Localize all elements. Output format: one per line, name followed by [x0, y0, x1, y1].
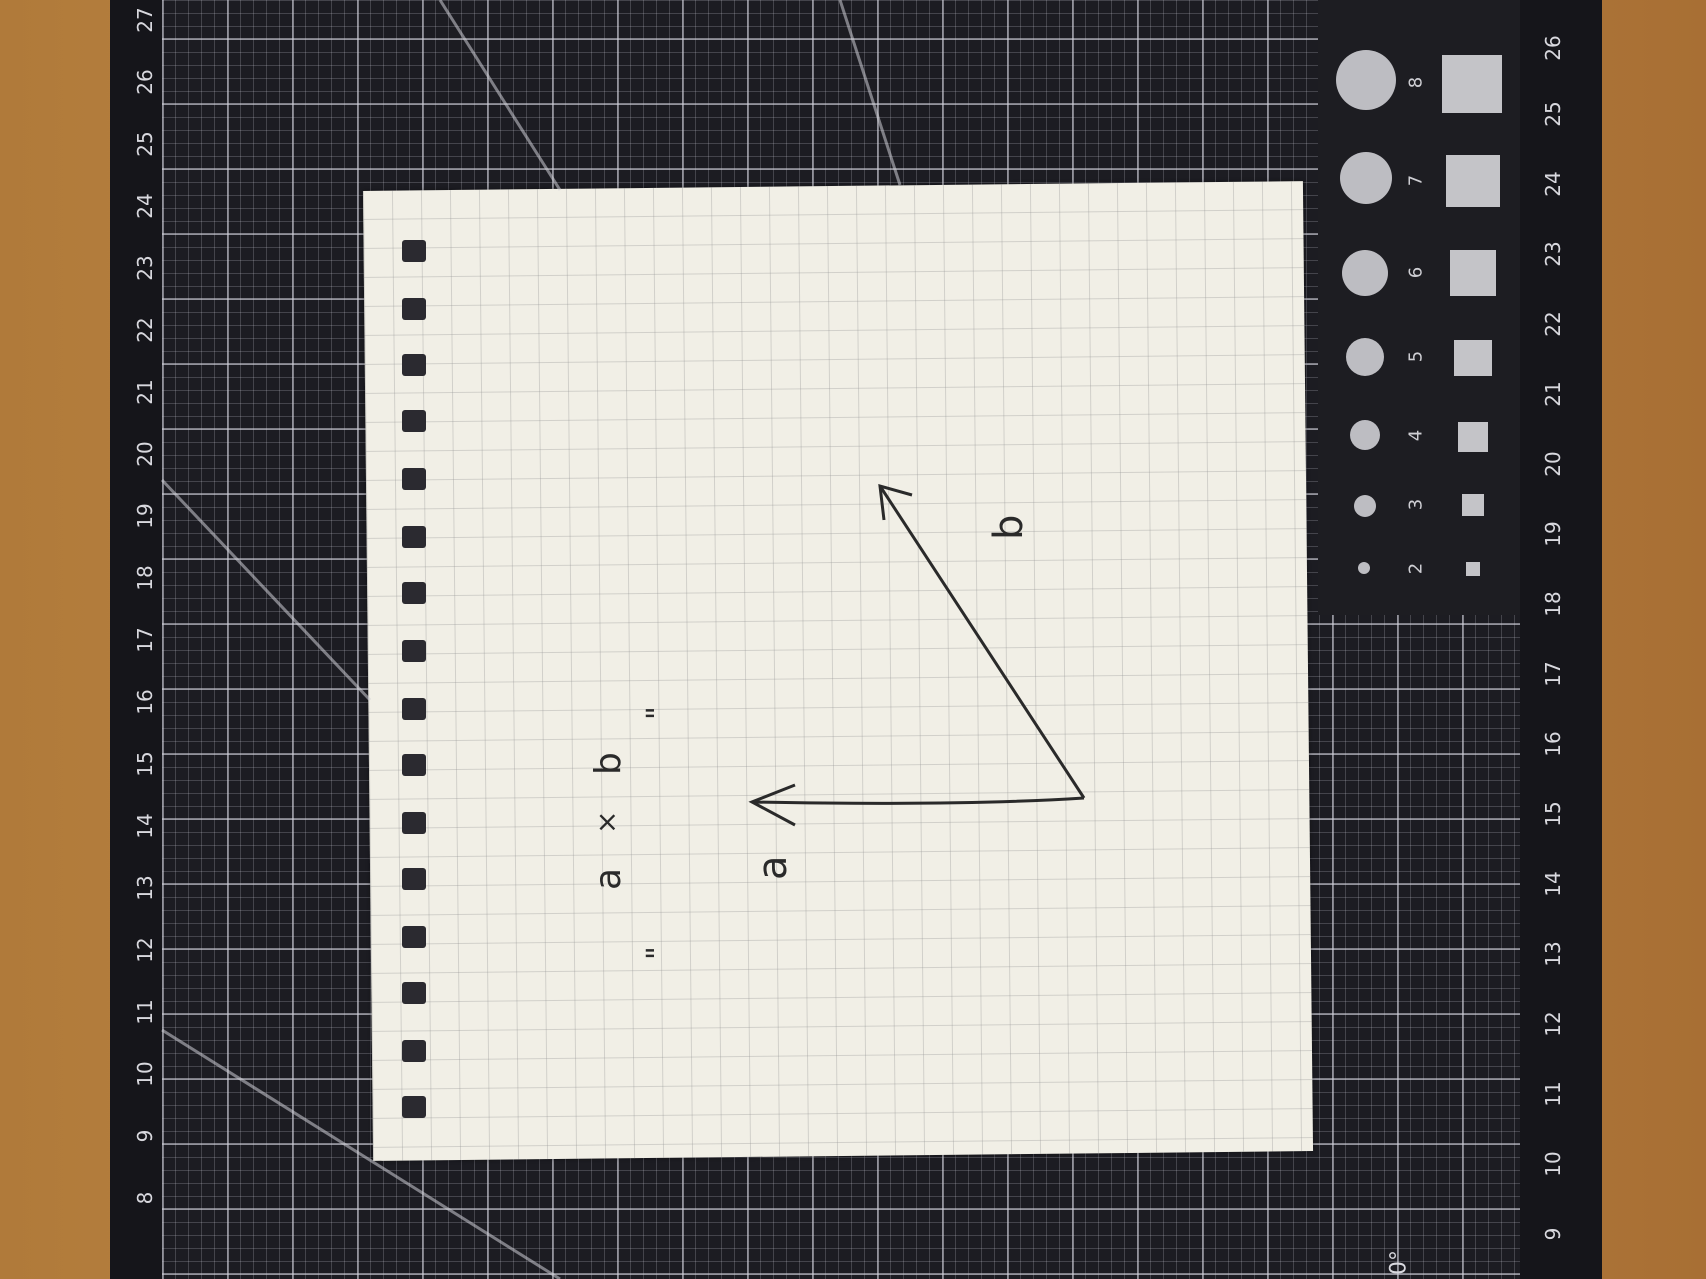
template-size-label: 4 — [1405, 429, 1427, 442]
square-hole — [1450, 250, 1496, 296]
ruler-number: 15 — [1541, 801, 1565, 827]
ruler-number: 9 — [133, 1129, 157, 1143]
binding-hole — [402, 354, 426, 376]
template-size-label: 7 — [1405, 174, 1427, 187]
ruler-number: 10 — [1541, 1151, 1565, 1177]
circle-hole — [1358, 562, 1370, 574]
binding-hole — [402, 698, 426, 720]
angle-label: 0° — [1386, 1250, 1412, 1275]
binding-hole — [402, 298, 426, 320]
binding-hole — [402, 410, 426, 432]
ruler-number: 17 — [133, 627, 157, 653]
square-hole — [1454, 340, 1492, 376]
binding-hole — [402, 812, 426, 834]
ruler-number: 24 — [1541, 171, 1565, 197]
template-size-label: 5 — [1405, 350, 1427, 363]
ruler-number: 26 — [133, 69, 157, 95]
ruler-number: 13 — [133, 875, 157, 901]
ruler-number: 13 — [1541, 941, 1565, 967]
binding-hole — [402, 868, 426, 890]
square-hole — [1466, 562, 1480, 576]
circle-hole — [1354, 495, 1376, 517]
binding-hole — [402, 754, 426, 776]
ruler-number: 12 — [1541, 1011, 1565, 1037]
ruler-number: 16 — [133, 689, 157, 715]
ruler-number: 21 — [1541, 381, 1565, 407]
ruler-number: 10 — [133, 1061, 157, 1087]
ruler-number: 25 — [1541, 101, 1565, 127]
binding-hole — [402, 582, 426, 604]
ruler-number: 16 — [1541, 731, 1565, 757]
ruler-number: 20 — [1541, 451, 1565, 477]
circle-hole — [1336, 50, 1396, 110]
ruler-number: 9 — [1541, 1227, 1565, 1241]
ruler-number: 14 — [133, 813, 157, 839]
ruler-number: 15 — [133, 751, 157, 777]
ruler-number: 11 — [1541, 1081, 1565, 1107]
square-hole — [1446, 155, 1500, 207]
binding-hole — [402, 1040, 426, 1062]
template-size-label: 3 — [1405, 498, 1427, 511]
ruler-number: 23 — [133, 255, 157, 281]
ruler-number: 21 — [133, 379, 157, 405]
binding-hole — [402, 640, 426, 662]
ruler-number: 8 — [133, 1191, 157, 1205]
template-size-label: 8 — [1405, 76, 1427, 89]
template-size-label: 6 — [1405, 266, 1427, 279]
binding-hole — [402, 926, 426, 948]
binding-hole — [402, 526, 426, 548]
ruler-number: 20 — [133, 441, 157, 467]
circle-hole — [1340, 152, 1392, 204]
square-hole — [1458, 422, 1488, 452]
ruler-number: 23 — [1541, 241, 1565, 267]
circle-hole — [1342, 250, 1388, 296]
ruler-number: 26 — [1541, 35, 1565, 61]
circle-hole — [1346, 338, 1384, 376]
binding-hole — [402, 982, 426, 1004]
circle-hole — [1350, 420, 1380, 450]
ruler-number: 18 — [1541, 591, 1565, 617]
cutting-mat-left-ruler — [110, 0, 162, 1279]
square-hole — [1462, 494, 1484, 516]
binding-hole — [402, 1096, 426, 1118]
ruler-number: 22 — [1541, 311, 1565, 337]
ruler-number: 18 — [133, 565, 157, 591]
ruler-number: 12 — [133, 937, 157, 963]
ruler-number: 19 — [1541, 521, 1565, 547]
ruler-number: 24 — [133, 193, 157, 219]
binding-hole — [402, 240, 426, 262]
ruler-number: 19 — [133, 503, 157, 529]
ruler-number: 17 — [1541, 661, 1565, 687]
cutting-mat-right-ruler — [1520, 0, 1602, 1279]
graph-paper-sheet — [362, 181, 1314, 1161]
ruler-number: 14 — [1541, 871, 1565, 897]
ruler-number: 22 — [133, 317, 157, 343]
ruler-number: 27 — [133, 7, 157, 33]
binding-hole — [402, 468, 426, 490]
ruler-number: 25 — [133, 131, 157, 157]
ruler-number: 11 — [133, 999, 157, 1025]
square-hole — [1442, 55, 1502, 113]
template-size-label: 2 — [1405, 562, 1427, 575]
